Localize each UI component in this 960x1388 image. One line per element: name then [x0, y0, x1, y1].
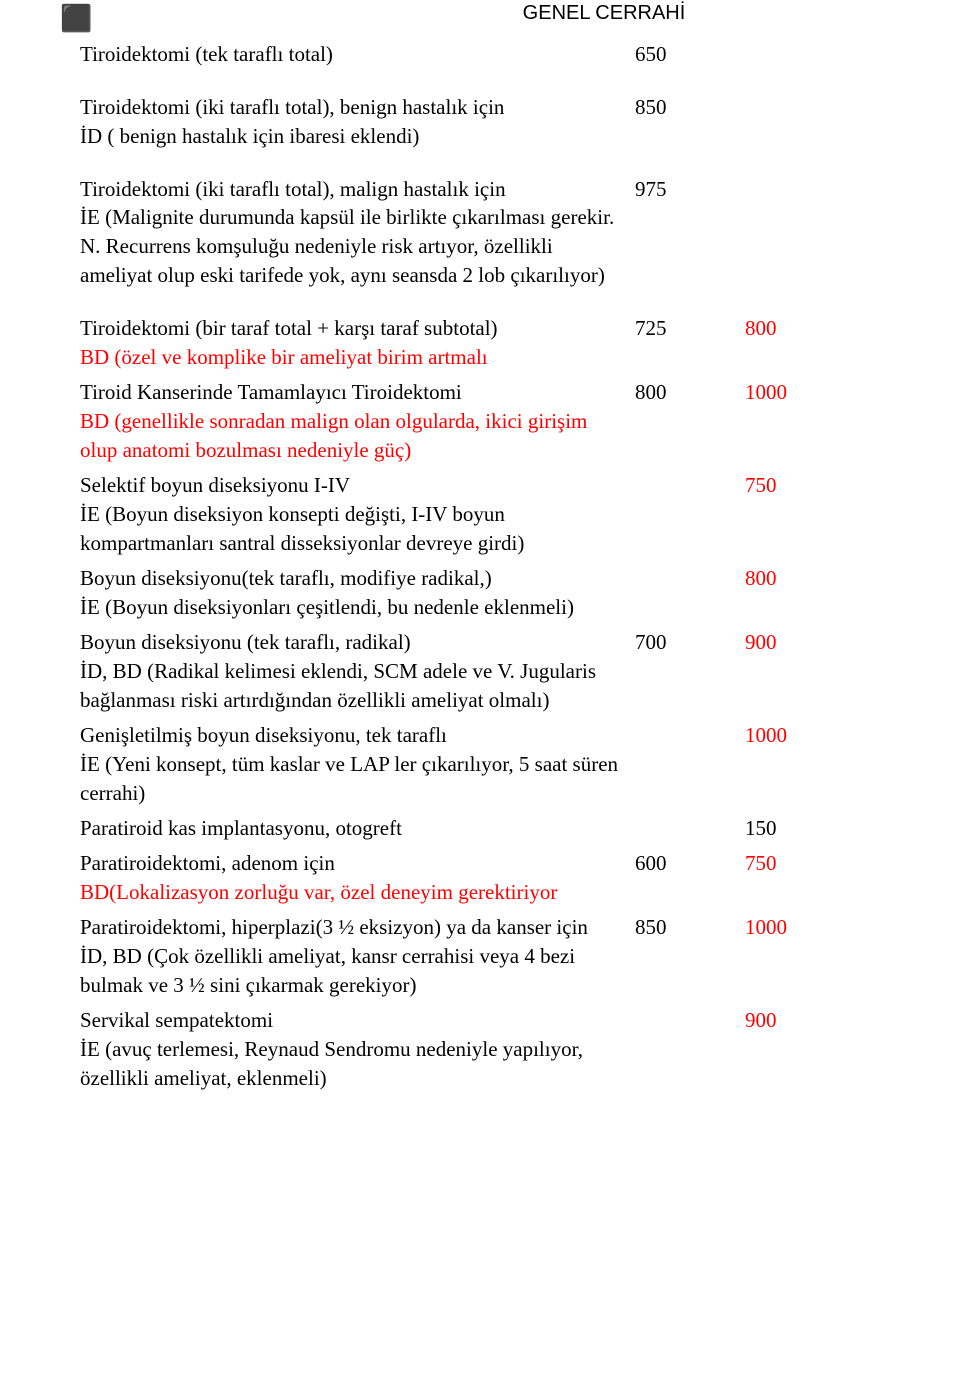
row-value-1 [635, 564, 745, 622]
row-value-1 [635, 721, 745, 808]
row-value-1: 850 [635, 93, 745, 151]
row-desc: Paratiroid kas implantasyonu, otogreft [80, 814, 635, 843]
row-desc: Genişletilmiş boyun diseksiyonu, tek tar… [80, 721, 635, 808]
row-note: BD (genellikle sonradan malign olan olgu… [80, 409, 587, 462]
table-row: Boyun diseksiyonu (tek taraflı, radikal)… [80, 628, 888, 715]
row-value-2: 1000 [745, 378, 855, 465]
row-desc: Paratiroidektomi, adenom için BD(Lokaliz… [80, 849, 635, 907]
row-value-2: 150 [745, 814, 855, 843]
row-value-1: 700 [635, 628, 745, 715]
table-row: Servikal sempatektomi İE (avuç terlemesi… [80, 1006, 888, 1093]
row-value-2 [745, 93, 855, 151]
row-value-2: 800 [745, 314, 855, 372]
table-row: Genişletilmiş boyun diseksiyonu, tek tar… [80, 721, 888, 808]
table-row: Tiroidektomi (bir taraf total + karşı ta… [80, 314, 888, 372]
table-row: Tiroidektomi (iki taraflı total), benign… [80, 93, 888, 151]
row-value-1: 600 [635, 849, 745, 907]
row-desc: Selektif boyun diseksiyonu I-IV İE (Boyu… [80, 471, 635, 558]
row-desc: Boyun diseksiyonu(tek taraflı, modifiye … [80, 564, 635, 622]
row-note: BD (özel ve komplike bir ameliyat birim … [80, 345, 488, 369]
row-value-2: 900 [745, 1006, 855, 1093]
table-row: Tiroidektomi (tek taraflı total) 650 [80, 40, 888, 69]
table-row: Boyun diseksiyonu(tek taraflı, modifiye … [80, 564, 888, 622]
row-desc: Tiroid Kanserinde Tamamlayıcı Tiroidekto… [80, 378, 635, 465]
row-value-1: 725 [635, 314, 745, 372]
row-value-2: 750 [745, 849, 855, 907]
row-note: BD(Lokalizasyon zorluğu var, özel deneyi… [80, 880, 557, 904]
row-value-1 [635, 1006, 745, 1093]
row-value-2 [745, 40, 855, 69]
row-desc: Tiroidektomi (iki taraflı total), benign… [80, 93, 635, 151]
row-value-1: 800 [635, 378, 745, 465]
row-desc: Tiroidektomi (tek taraflı total) [80, 40, 635, 69]
table-row: Paratiroidektomi, hiperplazi(3 ½ eksizyo… [80, 913, 888, 1000]
table-row: Tiroid Kanserinde Tamamlayıcı Tiroidekto… [80, 378, 888, 465]
row-desc: Boyun diseksiyonu (tek taraflı, radikal)… [80, 628, 635, 715]
row-value-2: 900 [745, 628, 855, 715]
row-value-2: 750 [745, 471, 855, 558]
page-title: GENEL CERRAHİ [80, 0, 888, 28]
table-row: Tiroidektomi (iki taraflı total), malign… [80, 175, 888, 291]
row-value-1: 975 [635, 175, 745, 291]
row-value-2: 1000 [745, 913, 855, 1000]
row-value-1 [635, 814, 745, 843]
row-value-1 [635, 471, 745, 558]
bullet-icon: ⬛ [60, 6, 92, 32]
row-desc: Tiroidektomi (bir taraf total + karşı ta… [80, 314, 635, 372]
row-desc: Servikal sempatektomi İE (avuç terlemesi… [80, 1006, 635, 1093]
row-desc: Tiroidektomi (iki taraflı total), malign… [80, 175, 635, 291]
row-value-1: 650 [635, 40, 745, 69]
table-row: Paratiroidektomi, adenom için BD(Lokaliz… [80, 849, 888, 907]
table-row: Selektif boyun diseksiyonu I-IV İE (Boyu… [80, 471, 888, 558]
row-value-2: 800 [745, 564, 855, 622]
row-value-2 [745, 175, 855, 291]
table-row: Paratiroid kas implantasyonu, otogreft 1… [80, 814, 888, 843]
row-value-1: 850 [635, 913, 745, 1000]
row-desc: Paratiroidektomi, hiperplazi(3 ½ eksizyo… [80, 913, 635, 1000]
row-value-2: 1000 [745, 721, 855, 808]
